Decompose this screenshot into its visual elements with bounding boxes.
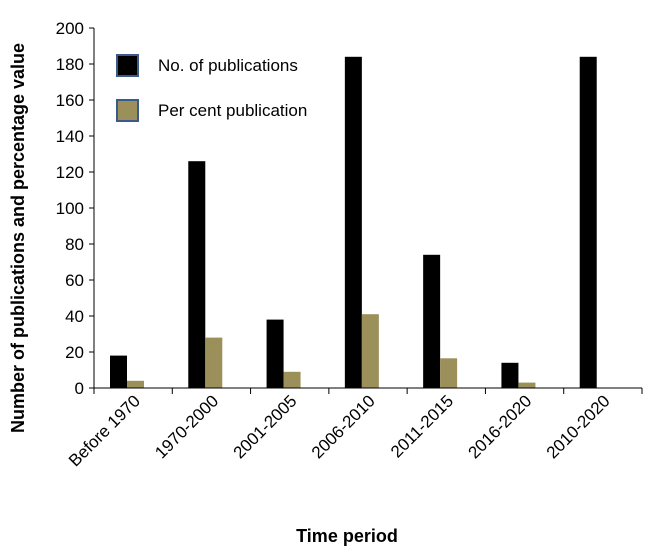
y-tick-label: 0: [75, 379, 84, 398]
x-axis-title: Time period: [296, 526, 398, 546]
bar-publications-0: [110, 355, 127, 388]
y-tick-label: 20: [65, 343, 84, 362]
y-tick-label: 80: [65, 235, 84, 254]
y-tick-label: 200: [56, 19, 84, 38]
y-tick-label: 40: [65, 307, 84, 326]
x-axis-ticks: Before 1970 1970-2000 2001-2005 2006-2010 20…: [65, 388, 643, 470]
y-axis-title: Number of publications and percentage va…: [8, 43, 28, 433]
x-tick-label: 1970-2000: [151, 391, 222, 462]
bar-percent-2: [283, 371, 301, 388]
bar-publications-3: [344, 56, 362, 389]
x-tick-label: Before 1970: [65, 391, 144, 470]
bar-publications-5: [501, 362, 519, 388]
legend-swatch-0: [116, 54, 139, 77]
x-tick-label: 2011-2015: [387, 391, 457, 461]
legend-label-1: Per cent publication: [158, 101, 307, 120]
x-tick-label: 2001-2005: [230, 391, 301, 462]
bar-percent-0: [127, 380, 144, 388]
bar-publications-1: [188, 161, 206, 388]
bar-publications-4: [423, 254, 441, 388]
bar-percent-5: [518, 382, 536, 388]
bar-percent-4: [440, 358, 458, 388]
bar-percent-1: [205, 337, 223, 388]
y-tick-label: 160: [56, 91, 84, 110]
x-tick-label: 2016-2020: [464, 391, 535, 462]
bar-percent-3: [361, 314, 379, 388]
x-tick-label: 2006-2010: [308, 391, 379, 462]
legend-swatch-1: [116, 99, 139, 122]
bar-publications-6: [579, 56, 597, 389]
y-tick-label: 140: [56, 127, 84, 146]
y-tick-label: 180: [56, 55, 84, 74]
y-tick-label: 120: [56, 163, 84, 182]
bars: [110, 56, 597, 389]
y-tick-label: 100: [56, 199, 84, 218]
legend: No. of publications Per cent publication: [116, 54, 307, 122]
legend-label-0: No. of publications: [158, 56, 298, 75]
bar-publications-2: [266, 319, 284, 388]
y-tick-label: 60: [65, 271, 84, 290]
x-tick-label: 2010-2020: [543, 391, 614, 462]
y-axis-ticks: 0 20 40 60 80 100 120 140 160 180 200: [56, 19, 94, 398]
